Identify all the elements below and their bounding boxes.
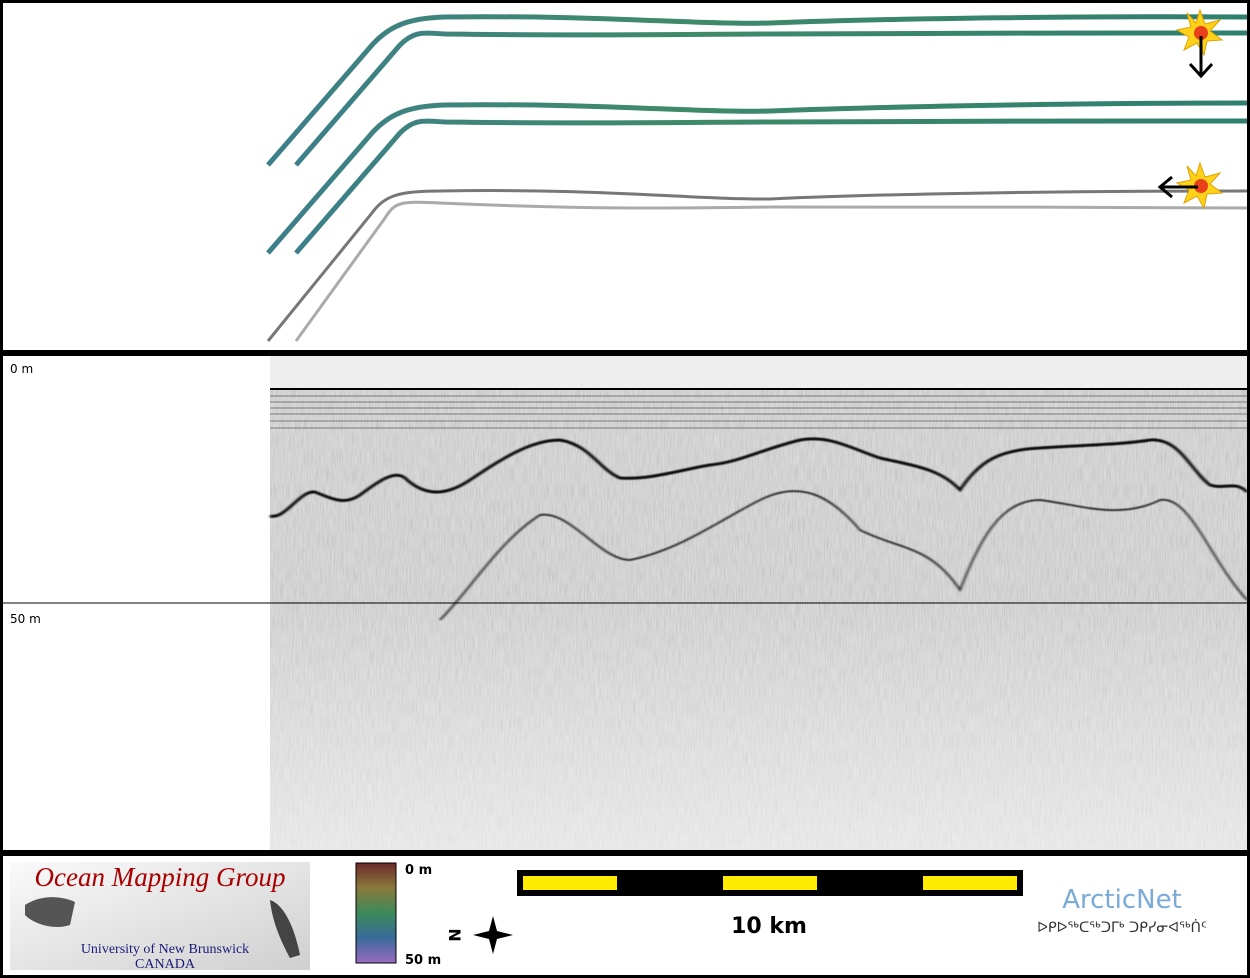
logo-fish <box>25 897 75 927</box>
track-line <box>294 30 1248 167</box>
compass-star <box>473 916 513 954</box>
track-line <box>266 100 1248 255</box>
seabed-horizon <box>269 437 1249 518</box>
scale-bar-segment <box>723 876 817 890</box>
depth-label: 50 m <box>10 612 41 626</box>
ship-marker <box>1175 8 1224 79</box>
color-bar <box>355 862 397 964</box>
track-map <box>3 3 1247 350</box>
scale-bar-segment <box>523 876 617 890</box>
surface-stripes <box>270 395 1247 429</box>
arrow-head <box>1157 175 1173 199</box>
arrow-head <box>1188 62 1214 79</box>
partner-name: ArcticNet <box>1062 885 1182 915</box>
track-line <box>266 189 1248 342</box>
logo-university: University of New Brunswick <box>81 942 249 957</box>
partner-syllabics: ᐅᑭᐅᖅᑕᖅᑐᒥᒃ ᑐᑭᓯᓂᐊᖅᑏᑦ <box>1037 919 1207 936</box>
ship-marker <box>1157 161 1224 210</box>
track-line <box>294 200 1248 342</box>
scale-bar-segment <box>923 876 1017 890</box>
logo-country: CANADA <box>135 957 196 972</box>
logo-fish <box>270 900 300 958</box>
scale-bar: 10 km <box>517 870 1023 939</box>
tracks <box>266 14 1248 342</box>
compass-label: N <box>446 928 465 941</box>
track-line <box>294 118 1248 255</box>
sun-core <box>1194 26 1208 40</box>
color-bar-label: 0 m <box>405 863 432 878</box>
compass: N <box>446 916 513 954</box>
water-band <box>270 356 1247 388</box>
color-bar-label: 50 m <box>405 953 441 968</box>
track-line <box>266 14 1248 167</box>
logo-title: Ocean Mapping Group <box>35 862 286 892</box>
sub-horizon <box>439 490 1248 621</box>
sun-core <box>1194 179 1208 193</box>
logo: Ocean Mapping Group University of New Br… <box>10 862 310 972</box>
section-fade <box>270 600 1247 850</box>
scale-bar-label: 10 km <box>731 914 807 939</box>
depth-label: 0 m <box>10 362 33 376</box>
